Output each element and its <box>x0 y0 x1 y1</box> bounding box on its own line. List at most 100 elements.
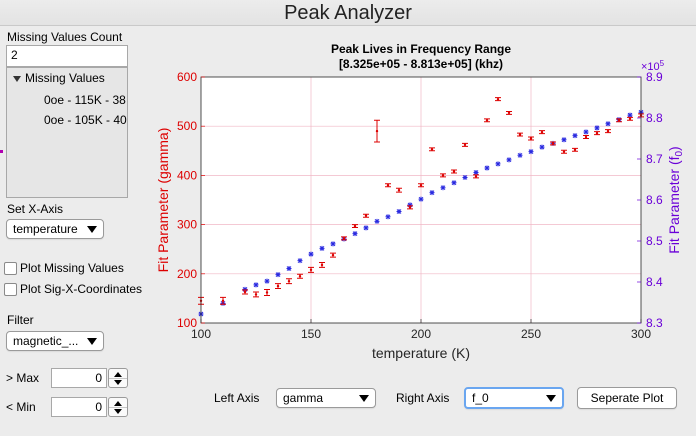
gamma-series <box>198 97 644 305</box>
f0-point <box>352 231 358 237</box>
max-stepper[interactable] <box>108 368 128 388</box>
missing-values-tree[interactable]: Missing Values 0oe - 115K - 38 0oe - 105… <box>6 67 128 198</box>
gamma-point <box>430 148 434 151</box>
tree-item[interactable]: 0oe - 115K - 38 <box>44 93 126 107</box>
max-input[interactable]: 0 <box>51 368 107 388</box>
gamma-point <box>309 268 313 272</box>
x-tick-label: 250 <box>521 327 541 341</box>
f0-point <box>275 272 281 278</box>
arrow-down-icon[interactable] <box>114 380 122 385</box>
separate-plot-button[interactable]: Seperate Plot <box>577 387 677 409</box>
f0-point <box>242 286 248 292</box>
triangle-down-icon[interactable] <box>13 75 21 82</box>
arrow-up-icon[interactable] <box>114 401 122 406</box>
window-title: Peak Analyzer <box>284 2 412 24</box>
f0-point <box>594 125 600 131</box>
f0-point <box>308 251 314 257</box>
x-tick-label: 150 <box>301 327 321 341</box>
min-input[interactable]: 0 <box>51 397 107 417</box>
f0-point <box>319 245 325 251</box>
f0-point <box>407 202 413 208</box>
stepper-divider <box>109 407 127 408</box>
gamma-point <box>254 293 258 296</box>
right-axis-title-subscript: 0 <box>674 150 685 156</box>
gamma-point <box>452 170 456 173</box>
f0-point <box>330 241 336 247</box>
f0-point <box>440 185 446 191</box>
arrow-down-icon[interactable] <box>114 409 122 414</box>
tree-root[interactable]: Missing Values <box>13 71 105 85</box>
f0-point <box>539 144 545 150</box>
missing-count-label: Missing Values Count <box>7 30 123 44</box>
missing-count-field[interactable]: 2 <box>6 45 128 67</box>
right-axis-exponent: ×105 <box>641 59 665 73</box>
f0-point <box>374 218 380 224</box>
gamma-point <box>474 175 478 178</box>
x-axis-dropdown[interactable]: temperature <box>6 219 104 239</box>
gamma-point <box>628 117 632 121</box>
x-axis-label: Set X-Axis <box>7 202 64 216</box>
left-tick-label: 200 <box>177 267 197 281</box>
filter-dropdown[interactable]: magnetic_... <box>6 331 104 351</box>
gamma-point <box>331 253 335 257</box>
f0-point <box>506 157 512 163</box>
gamma-point <box>606 129 610 133</box>
f0-point <box>572 133 578 139</box>
gamma-point <box>485 119 489 122</box>
gamma-point <box>408 206 412 209</box>
gamma-point <box>584 135 588 139</box>
chevron-down-icon <box>546 395 556 402</box>
f0-point <box>418 196 424 202</box>
plot-sigx-checkbox[interactable] <box>4 283 17 296</box>
left-axis-value: gamma <box>283 391 324 405</box>
right-axis-dropdown[interactable]: f_0 <box>464 387 564 409</box>
min-stepper[interactable] <box>108 397 128 417</box>
gamma-point <box>375 129 379 133</box>
filter-value: magnetic_... <box>13 334 79 348</box>
gamma-point <box>342 237 346 240</box>
stepper-divider <box>109 378 127 379</box>
f0-point <box>264 278 270 284</box>
left-axis-dropdown[interactable]: gamma <box>276 388 376 408</box>
x-tick-label: 200 <box>411 327 431 341</box>
gamma-point <box>562 150 566 153</box>
plot-missing-checkbox[interactable] <box>4 262 17 275</box>
left-axis-title: Fit Parameter (gamma) <box>155 128 171 273</box>
filter-label: Filter <box>7 313 34 327</box>
window-edge-marker <box>0 150 3 153</box>
gamma-point <box>441 174 445 177</box>
gamma-point <box>265 291 269 294</box>
min-label: < Min <box>6 400 36 414</box>
gamma-point <box>221 299 225 303</box>
gamma-point <box>397 188 401 192</box>
right-tick-label: 8.5 <box>646 234 663 248</box>
f0-point <box>484 165 490 171</box>
right-tick-label: 8.7 <box>646 152 663 166</box>
gamma-point <box>507 111 511 115</box>
f0-point <box>462 174 468 180</box>
gamma-point <box>298 275 302 278</box>
gamma-point <box>276 284 280 288</box>
axis-ticks: 100 150 200 250 300 100 200 300 400 500 600 8.3 8.4 8… <box>177 70 663 341</box>
gamma-point <box>419 184 423 187</box>
f0-point <box>583 129 589 135</box>
x-tick-label: 300 <box>631 327 651 341</box>
f0-point <box>495 161 501 167</box>
f0-point <box>517 152 523 158</box>
right-axis-title: Fit Parameter (f0) <box>666 146 685 253</box>
window-titlebar: Peak Analyzer <box>0 0 696 26</box>
f0-point <box>297 258 303 264</box>
gamma-point <box>595 131 599 135</box>
plot-missing-label: Plot Missing Values <box>20 261 124 275</box>
f0-point <box>253 282 259 288</box>
right-tick-label: 8.9 <box>646 70 663 84</box>
left-tick-label: 400 <box>177 168 197 182</box>
chevron-down-icon <box>87 338 97 345</box>
gamma-point <box>529 137 533 140</box>
x-axis-title: temperature (K) <box>372 345 470 361</box>
gamma-point <box>540 130 544 134</box>
gamma-point <box>287 279 291 283</box>
gamma-point <box>364 214 368 217</box>
arrow-up-icon[interactable] <box>114 372 122 377</box>
tree-item[interactable]: 0oe - 105K - 40 <box>44 113 127 127</box>
